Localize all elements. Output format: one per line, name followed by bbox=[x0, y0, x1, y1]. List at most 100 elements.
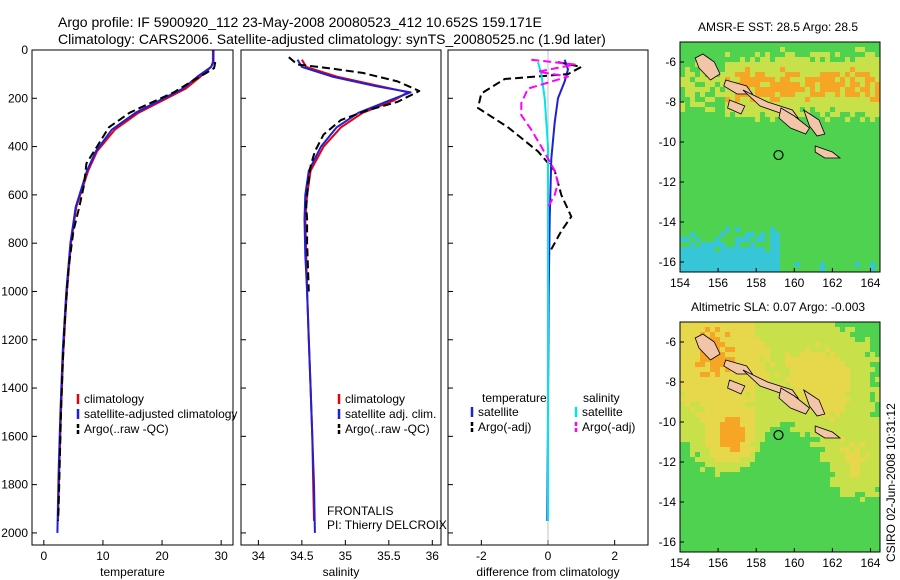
island-land bbox=[694, 53, 721, 81]
map-y-tick-label: -8 bbox=[665, 375, 676, 389]
map-y-tick-label: -8 bbox=[665, 95, 676, 109]
map-y-tick-label: -12 bbox=[659, 455, 677, 469]
legend-label: Argo(..raw -QC) bbox=[345, 422, 430, 436]
y-tick-label: 0 bbox=[21, 43, 28, 57]
temperature-panel: 0 10 20 30 0 200 400 600 800 1000 1200 1400 1600 1800… bbox=[1, 43, 234, 579]
series-line-climatology bbox=[301, 59, 409, 521]
y-tick-label: 1400 bbox=[1, 381, 28, 395]
legend-label: climatology bbox=[84, 392, 144, 406]
series-line-satellite-adjusted-climatology bbox=[56, 50, 215, 533]
y-tick-label: 1800 bbox=[1, 478, 28, 492]
map-y-tick-label: -10 bbox=[659, 135, 677, 149]
series-line-satellite bbox=[537, 61, 549, 521]
island-land bbox=[778, 107, 811, 135]
legend-heading: salinity bbox=[583, 391, 620, 405]
legend-label: satellite-adjusted climatology bbox=[84, 407, 237, 421]
x-tick-label: 20 bbox=[155, 549, 169, 563]
legend-label: Argo(-adj) bbox=[582, 420, 635, 434]
map-x-tick-label: 164 bbox=[860, 276, 880, 290]
series-line-climatology bbox=[57, 50, 214, 521]
island-land bbox=[723, 359, 754, 375]
island-land bbox=[694, 333, 721, 361]
sla-map: Altimetric SLA: 0.07 Argo: -0.003 154 156 1… bbox=[659, 300, 881, 570]
x-axis-label: temperature bbox=[100, 565, 165, 579]
x-tick-label: 2 bbox=[611, 549, 618, 563]
y-tick-label: 800 bbox=[8, 236, 28, 250]
y-tick-label: 600 bbox=[8, 188, 28, 202]
x-axis-label: salinity bbox=[323, 565, 360, 579]
legend-label: climatology bbox=[345, 392, 405, 406]
island-land bbox=[803, 389, 826, 417]
map-y-tick-label: -14 bbox=[659, 495, 677, 509]
map-x-tick-label: 162 bbox=[822, 556, 842, 570]
y-tick-label: 1000 bbox=[1, 284, 28, 298]
y-tick-label: 200 bbox=[8, 91, 28, 105]
map-y-tick-label: -14 bbox=[659, 215, 677, 229]
map-frame bbox=[679, 41, 881, 273]
island-land bbox=[803, 109, 826, 137]
island-land bbox=[814, 145, 842, 159]
map-x-tick-label: 154 bbox=[670, 556, 690, 570]
figure-subtitle: Climatology: CARS2006. Satellite-adjuste… bbox=[58, 31, 606, 47]
map-x-tick-label: 154 bbox=[670, 276, 690, 290]
map-x-tick-label: 156 bbox=[708, 556, 728, 570]
island-land bbox=[723, 79, 754, 95]
series-line-satellite bbox=[546, 59, 569, 521]
map-heat-field bbox=[680, 322, 880, 552]
legend-label: Argo(..raw -QC) bbox=[84, 422, 169, 436]
map-y-tick-label: -16 bbox=[659, 535, 677, 549]
argo-location-marker bbox=[773, 149, 784, 161]
series-line-argo-adj bbox=[477, 61, 583, 256]
island-land bbox=[727, 379, 746, 395]
x-tick-label: 0 bbox=[545, 549, 552, 563]
map-heat-field bbox=[680, 42, 880, 272]
x-axis-label: difference from climatology bbox=[476, 565, 619, 579]
map-x-tick-label: 160 bbox=[784, 276, 804, 290]
map-y-tick-label: -6 bbox=[665, 335, 676, 349]
x-tick-label: 36 bbox=[426, 549, 440, 563]
plot-frame bbox=[447, 49, 649, 546]
sst-map: AMSR-E SST: 28.5 Argo: 28.5 154 156 158 160 1… bbox=[659, 20, 881, 290]
panel-annotation: FRONTALIS bbox=[327, 504, 393, 518]
x-tick-label: 0 bbox=[40, 549, 47, 563]
x-tick-label: 35 bbox=[339, 549, 353, 563]
map-x-tick-label: 158 bbox=[746, 276, 766, 290]
argo-location-marker bbox=[773, 429, 784, 441]
map-x-tick-label: 164 bbox=[860, 556, 880, 570]
panel-annotation: PI: Thierry DELCROIX bbox=[327, 518, 447, 532]
y-tick-label: 1200 bbox=[1, 333, 28, 347]
map-y-tick-label: -6 bbox=[665, 55, 676, 69]
x-tick-label: 35.5 bbox=[377, 549, 401, 563]
map-frame bbox=[679, 321, 881, 553]
map-title: AMSR-E SST: 28.5 Argo: 28.5 bbox=[698, 20, 858, 34]
legend-label: satellite bbox=[582, 405, 623, 419]
legend-heading: temperature bbox=[482, 391, 547, 405]
x-tick-label: -2 bbox=[476, 549, 487, 563]
map-y-tick-label: -16 bbox=[659, 255, 677, 269]
island-land bbox=[814, 425, 842, 439]
series-line-satellite-adj-clim bbox=[296, 59, 412, 533]
map-x-tick-label: 162 bbox=[822, 276, 842, 290]
legend-label: Argo(-adj) bbox=[478, 420, 531, 434]
figure-title: Argo profile: IF 5900920_112 23-May-2008… bbox=[58, 14, 542, 30]
island-land bbox=[727, 99, 746, 115]
series-line-argo-raw-qc bbox=[288, 56, 421, 292]
map-y-tick-label: -12 bbox=[659, 175, 677, 189]
map-x-tick-label: 156 bbox=[708, 276, 728, 290]
x-tick-label: 34 bbox=[252, 549, 266, 563]
legend-label: satellite bbox=[478, 405, 519, 419]
y-tick-label: 1600 bbox=[1, 429, 28, 443]
map-x-tick-label: 160 bbox=[784, 556, 804, 570]
island-land bbox=[778, 387, 811, 415]
series-line-argo-adj bbox=[520, 58, 576, 208]
map-y-tick-label: -10 bbox=[659, 415, 677, 429]
series-line-argo-raw-qc bbox=[57, 61, 217, 521]
y-tick-label: 400 bbox=[8, 140, 28, 154]
map-title: Altimetric SLA: 0.07 Argo: -0.003 bbox=[691, 300, 865, 314]
difference-panel: -2 0 2 difference from climatology bbox=[447, 49, 649, 579]
x-tick-label: 30 bbox=[214, 549, 228, 563]
legend-difference: temperature salinitysatelliteArgo(-adj)sa… bbox=[470, 391, 635, 434]
